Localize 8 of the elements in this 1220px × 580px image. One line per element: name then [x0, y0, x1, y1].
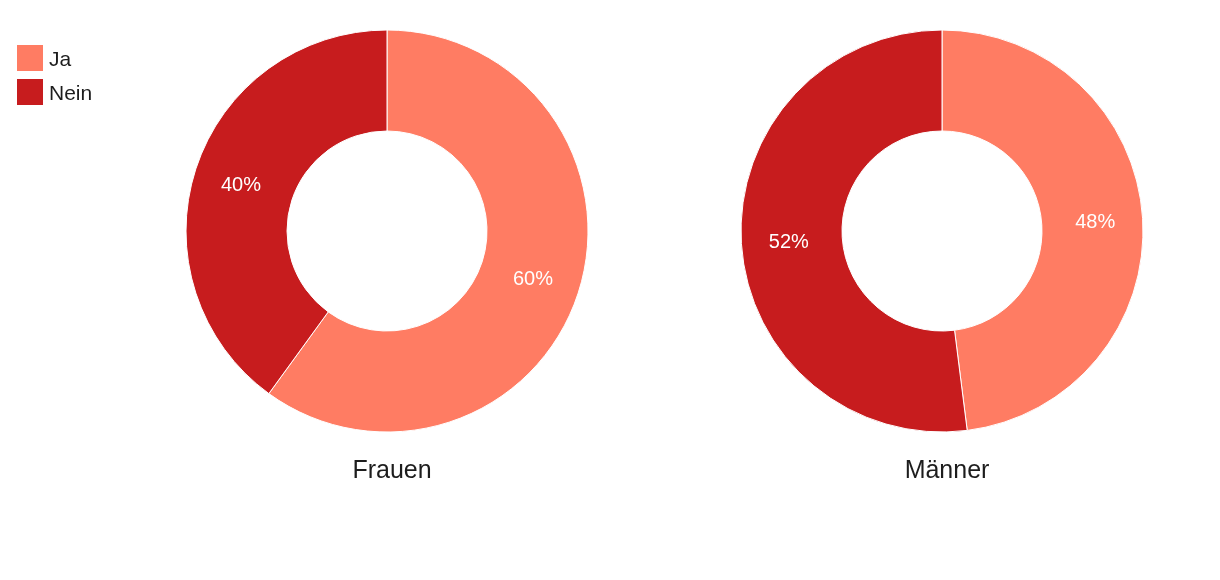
data-label: 60%: [512, 267, 554, 290]
data-label: 52%: [768, 229, 810, 252]
legend-label: Nein: [49, 80, 93, 104]
slice-label: Frauen: [352, 454, 432, 483]
legend-label: Ja: [49, 46, 72, 70]
data-label: 48%: [1075, 210, 1116, 233]
slice-label: Männer: [904, 454, 990, 483]
data-label: 40%: [221, 172, 262, 195]
